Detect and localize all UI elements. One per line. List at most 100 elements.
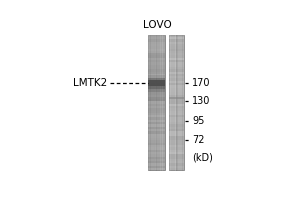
Bar [169,120,184,122]
Bar [148,108,165,111]
Bar [148,49,165,51]
Bar [148,150,165,152]
Bar [169,113,184,115]
Bar [169,42,184,44]
Bar [148,101,165,104]
Bar [169,166,184,168]
Bar [169,163,184,166]
Bar [169,62,184,65]
Bar [169,124,184,127]
Bar [169,129,184,131]
Bar [169,152,184,154]
Bar [148,99,165,101]
Bar [148,88,165,90]
Bar [148,35,165,37]
Bar [148,85,165,88]
Bar [148,143,165,145]
Bar [169,74,184,76]
Bar [148,124,165,127]
Bar [148,127,165,129]
Bar [148,46,165,49]
Bar [148,51,165,53]
Bar [148,86,165,101]
Bar [148,76,165,78]
Bar [148,166,165,168]
Text: 170: 170 [192,78,211,88]
Bar [148,44,165,46]
Bar [169,111,184,113]
Bar [148,120,165,122]
Bar [169,168,184,170]
Bar [148,138,165,140]
Bar [169,131,184,134]
Bar [169,60,184,62]
Bar [169,161,184,163]
Bar [148,75,165,92]
Bar [148,152,165,154]
Bar [169,65,184,67]
Bar [169,35,184,170]
Text: LOVO: LOVO [143,20,172,30]
Bar [169,92,184,95]
Text: 72: 72 [192,135,205,145]
Bar [169,101,184,104]
Bar [169,95,184,97]
Bar [148,145,165,147]
Bar [148,65,165,67]
Bar [148,140,165,143]
Bar [148,42,165,44]
Bar [169,138,184,140]
Bar [148,104,165,106]
Bar [169,159,184,161]
Bar [148,74,165,76]
Bar [169,83,184,85]
Bar [169,72,184,74]
Bar [148,111,165,113]
Bar [169,88,184,90]
Bar [169,122,184,124]
Bar [148,159,165,161]
Bar [148,55,165,58]
Text: LMTK2: LMTK2 [73,78,107,88]
Bar [148,113,165,115]
Bar [148,80,165,86]
Bar [169,106,184,108]
Bar [169,117,184,120]
Bar [169,90,184,92]
Bar [148,62,165,65]
Bar [148,136,165,138]
Bar [169,55,184,58]
Bar [169,157,184,159]
Bar [148,39,165,42]
Bar [169,140,184,143]
Bar [169,143,184,145]
Bar [148,67,165,69]
Bar [148,69,165,72]
Bar [148,131,165,134]
Bar [148,78,165,81]
Bar [169,154,184,157]
Bar [148,37,165,39]
Bar [169,76,184,78]
Bar [148,90,165,92]
Bar [169,67,184,69]
Bar [169,99,184,101]
Bar [169,97,184,99]
Bar [169,150,184,152]
Bar [169,51,184,53]
Bar [148,154,165,157]
Bar [148,92,165,95]
Bar [169,108,184,111]
Bar [148,78,165,89]
Bar [169,104,184,106]
Bar [169,127,184,129]
Bar [148,122,165,124]
Bar [148,106,165,108]
Bar [169,53,184,55]
Bar [169,81,184,83]
Bar [169,78,184,81]
Bar [148,161,165,163]
Bar [169,37,184,39]
Bar [169,97,184,99]
Bar [169,39,184,42]
